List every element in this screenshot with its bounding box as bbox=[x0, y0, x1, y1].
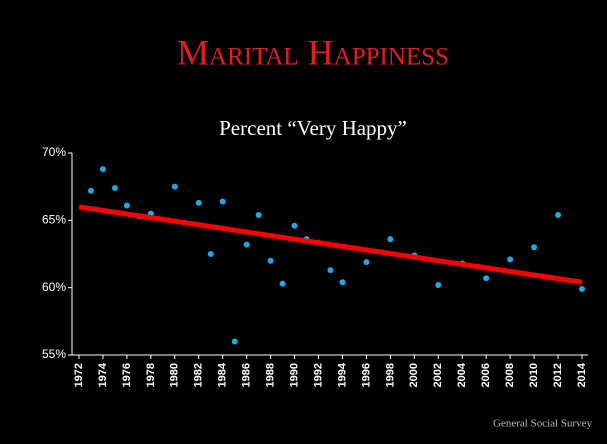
data-point bbox=[507, 256, 514, 263]
data-point bbox=[171, 183, 178, 190]
x-tick-label: 1976 bbox=[121, 363, 133, 387]
data-point bbox=[99, 166, 106, 173]
trend-line bbox=[78, 204, 583, 285]
x-tick-label: 1984 bbox=[217, 362, 229, 387]
chart-subtitle: Percent “Very Happy” bbox=[219, 116, 407, 140]
data-point bbox=[243, 241, 250, 248]
y-tick-label: 65% bbox=[42, 213, 66, 227]
x-tick-label: 1980 bbox=[169, 363, 181, 387]
y-tick-label: 55% bbox=[42, 347, 66, 361]
data-point bbox=[327, 267, 334, 274]
x-tick-label: 1992 bbox=[312, 363, 324, 387]
chart-title: Marital Happiness bbox=[177, 32, 449, 72]
x-tick-label: 1986 bbox=[241, 363, 253, 387]
x-tick-label: 2004 bbox=[456, 362, 468, 387]
data-point bbox=[267, 257, 274, 264]
data-point bbox=[579, 286, 585, 293]
data-point bbox=[195, 199, 202, 206]
x-tick-label: 1978 bbox=[145, 363, 157, 387]
data-point bbox=[291, 222, 298, 229]
x-tick-label: 1974 bbox=[97, 362, 109, 387]
x-tick-label: 2008 bbox=[504, 363, 516, 387]
x-tick-label: 1972 bbox=[73, 363, 85, 387]
x-tick-label: 1996 bbox=[360, 363, 372, 387]
data-point bbox=[279, 280, 286, 287]
x-tick-label: 1998 bbox=[384, 363, 396, 387]
data-point bbox=[483, 275, 490, 282]
data-point bbox=[531, 244, 538, 251]
x-tick-label: 2002 bbox=[432, 363, 444, 387]
x-tick-label: 1990 bbox=[288, 363, 300, 387]
data-point bbox=[363, 259, 370, 266]
data-point bbox=[111, 185, 118, 192]
x-tick-label: 2000 bbox=[408, 363, 420, 387]
data-point bbox=[219, 198, 226, 205]
x-tick-label: 2010 bbox=[528, 363, 540, 387]
y-tick-label: 70% bbox=[42, 145, 66, 159]
data-point bbox=[207, 251, 214, 257]
y-tick-label: 60% bbox=[42, 280, 66, 294]
x-tick-label: 2014 bbox=[576, 362, 588, 387]
data-point bbox=[231, 338, 238, 345]
data-point bbox=[87, 187, 94, 194]
data-point bbox=[255, 211, 262, 218]
data-point bbox=[555, 211, 562, 218]
data-point bbox=[123, 202, 130, 209]
x-tick-label: 1994 bbox=[336, 362, 348, 387]
data-point bbox=[339, 279, 346, 286]
x-tick-label: 2006 bbox=[480, 363, 492, 387]
x-tick-label: 1982 bbox=[193, 363, 205, 387]
data-point bbox=[387, 236, 394, 243]
source: General Social Survey bbox=[493, 418, 592, 430]
data-point bbox=[435, 281, 442, 288]
x-tick-label: 1988 bbox=[265, 363, 277, 387]
x-tick-label: 2012 bbox=[552, 363, 564, 387]
